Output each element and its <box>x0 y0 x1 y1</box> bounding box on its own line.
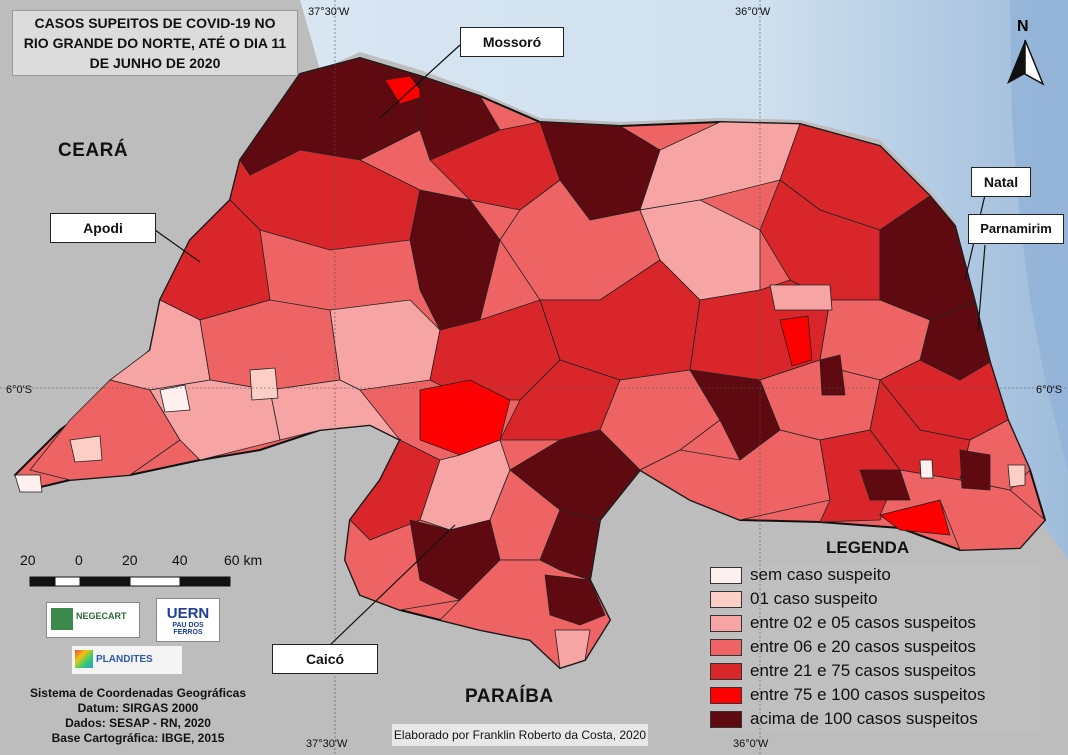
map-title: CASOS SUPEITOS DE COVID-19 NO RIO GRANDE… <box>12 10 298 76</box>
legend-item: 01 caso suspeito <box>706 587 1046 611</box>
legend-label: acima de 100 casos suspeitos <box>750 709 978 728</box>
legend-item: entre 75 e 100 casos suspeitos <box>706 683 1046 707</box>
latitude-label: 6°0'S <box>6 384 33 396</box>
municipality-none <box>159 384 191 413</box>
city-label-natal: Natal <box>971 167 1031 197</box>
legend-label: entre 06 e 20 casos suspeitos <box>750 637 976 656</box>
municipality <box>769 284 833 311</box>
municipality <box>329 299 441 391</box>
legend-swatch <box>710 686 742 704</box>
city-label-parnamirim: Parnamirim <box>968 214 1064 244</box>
info-line: Base Cartográfica: IBGE, 2015 <box>51 731 225 745</box>
longitude-label: 36°0'W <box>733 738 769 750</box>
legend-label: entre 75 e 100 casos suspeitos <box>750 685 986 704</box>
scale-label: 20 <box>122 552 138 568</box>
north-label: N <box>1017 18 1029 35</box>
municipality <box>859 469 911 501</box>
scale-label: 0 <box>75 552 83 568</box>
legend-swatch <box>710 638 742 656</box>
scale-bar <box>29 576 231 587</box>
info-line: Sistema de Coordenadas Geográficas <box>29 686 247 700</box>
legend-swatch <box>710 566 742 584</box>
scale-label: 20 <box>20 552 36 568</box>
title-line: RIO GRANDE DO NORTE, ATÉ O DIA 11 <box>23 35 287 51</box>
negecart-logo: NEGECART <box>46 602 140 638</box>
municipality <box>249 367 279 401</box>
title-line: DE JUNHO DE 2020 <box>89 55 221 71</box>
ocean <box>300 0 1068 560</box>
legend-item: entre 06 e 20 casos suspeitos <box>706 635 1046 659</box>
municipality <box>959 449 991 491</box>
municipalities <box>14 57 1046 669</box>
title-line: CASOS SUPEITOS DE COVID-19 NO <box>34 15 276 31</box>
legend-label: entre 02 e 05 casos suspeitos <box>750 613 976 632</box>
longitude-label: 37°30'W <box>306 738 348 750</box>
municipality <box>819 354 846 396</box>
legend-label: 01 caso suspeito <box>750 589 878 608</box>
legend-item: entre 21 e 75 casos suspeitos <box>706 659 1046 683</box>
municipality <box>1007 464 1026 488</box>
legend-swatch <box>710 614 742 632</box>
municipality-none <box>14 474 43 493</box>
tree-icon <box>51 608 73 630</box>
leader-lines <box>154 44 986 646</box>
longitude-label: 36°0'W <box>735 6 771 18</box>
credit: Elaborado por Franklin Roberto da Costa,… <box>392 724 648 746</box>
negecart-text: NEGECART <box>76 611 127 621</box>
city-label-mossoro: Mossoró <box>460 27 564 57</box>
uern-logo: UERN PAU DOS FERROS <box>156 598 220 642</box>
plandites-icon <box>75 650 93 668</box>
uern-text: UERN <box>166 605 210 622</box>
longitude-label: 37°30'W <box>308 6 350 18</box>
plandites-text: PLANDITES <box>96 654 153 665</box>
municipality <box>69 435 103 463</box>
legend-label: sem caso suspeito <box>750 565 891 584</box>
scale-label: 40 <box>172 552 188 568</box>
legend-title: LEGENDA <box>826 538 910 557</box>
uern-subtext: PAU DOS FERROS <box>172 622 204 636</box>
legend-item: acima de 100 casos suspeitos <box>706 707 1046 731</box>
city-label-apodi: Apodi <box>50 213 156 243</box>
legend-swatch <box>710 710 742 728</box>
north-arrow-icon <box>1007 39 1045 86</box>
municipality <box>554 629 591 669</box>
legend-item: sem caso suspeito <box>706 563 1046 587</box>
municipality <box>409 189 501 331</box>
municipality-red <box>779 315 813 367</box>
legend-swatch <box>710 662 742 680</box>
legend-label: entre 21 e 75 casos suspeitos <box>750 661 976 680</box>
state-label-ceara: CEARÁ <box>58 140 129 161</box>
city-label-caico: Caicó <box>272 644 378 674</box>
info-line: Dados: SESAP - RN, 2020 <box>65 716 211 730</box>
latitude-label: 6°0'S <box>1036 384 1063 396</box>
map-info: Sistema de Coordenadas Geográficas Datum… <box>18 686 258 746</box>
municipality <box>544 574 606 626</box>
scale-label: 60 km <box>224 552 263 568</box>
legend-swatch <box>710 590 742 608</box>
plandites-logo: PLANDITES <box>72 646 182 674</box>
legend-item: entre 02 e 05 casos suspeitos <box>706 611 1046 635</box>
legend: sem caso suspeito 01 caso suspeito entre… <box>706 563 1046 733</box>
info-line: Datum: SIRGAS 2000 <box>77 701 199 715</box>
municipality <box>919 459 934 479</box>
state-label-paraiba: PARAÍBA <box>465 686 554 707</box>
